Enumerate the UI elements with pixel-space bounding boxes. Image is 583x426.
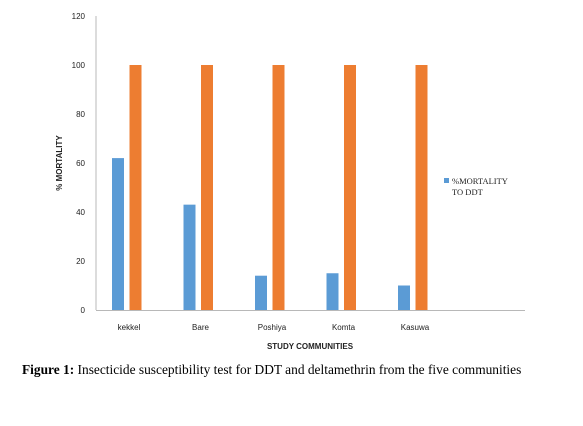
bar-bare-series-1	[183, 204, 196, 310]
y-tick-label: 0	[81, 306, 86, 315]
bar-komta-series-1	[326, 273, 339, 310]
bar-komta-series-2	[344, 65, 356, 310]
figure-caption-text: Insecticide susceptibility test for DDT …	[74, 362, 522, 377]
figure-caption: Figure 1: Insecticide susceptibility tes…	[22, 362, 577, 378]
bar-poshiya-series-2	[272, 65, 285, 310]
y-tick-label: 120	[72, 12, 86, 21]
y-tick-label: 40	[76, 208, 85, 217]
x-tick-label: Bare	[192, 323, 209, 332]
x-tick-label: kekkel	[118, 323, 141, 332]
legend-swatch	[444, 178, 449, 183]
legend-label-line-2: TO DDT	[452, 187, 484, 197]
x-tick-label: Kasuwa	[401, 323, 430, 332]
bars	[112, 65, 428, 310]
y-tick-label: 60	[76, 159, 85, 168]
bar-bare-series-2	[201, 65, 213, 310]
y-tick-labels: 0 20 40 60 80 100 120	[72, 12, 86, 315]
y-tick-label: 80	[76, 110, 85, 119]
x-axis-title: STUDY COMMUNITIES	[267, 342, 354, 351]
legend-label-line-1: %MORTALITY	[452, 176, 508, 186]
figure-label: Figure 1:	[22, 362, 75, 377]
x-tick-label: Komta	[332, 323, 356, 332]
legend: %MORTALITY TO DDT	[444, 176, 508, 197]
y-tick-label: 20	[76, 257, 85, 266]
y-axis-title: % MORTALITY	[55, 135, 64, 191]
x-tick-labels: kekkel Bare Poshiya Komta Kasuwa	[118, 323, 430, 332]
bar-kasuwa-series-2	[415, 65, 428, 310]
bar-poshiya-series-1	[255, 275, 267, 310]
bar-kekkel-series-2	[129, 65, 142, 310]
bar-kasuwa-series-1	[398, 285, 410, 310]
bar-kekkel-series-1	[112, 158, 124, 310]
y-tick-label: 100	[72, 61, 86, 70]
chart: 0 20 40 60 80 100 120 kekkel Bare Poshiya Komta Ka…	[55, 12, 525, 351]
x-tick-label: Poshiya	[258, 323, 287, 332]
